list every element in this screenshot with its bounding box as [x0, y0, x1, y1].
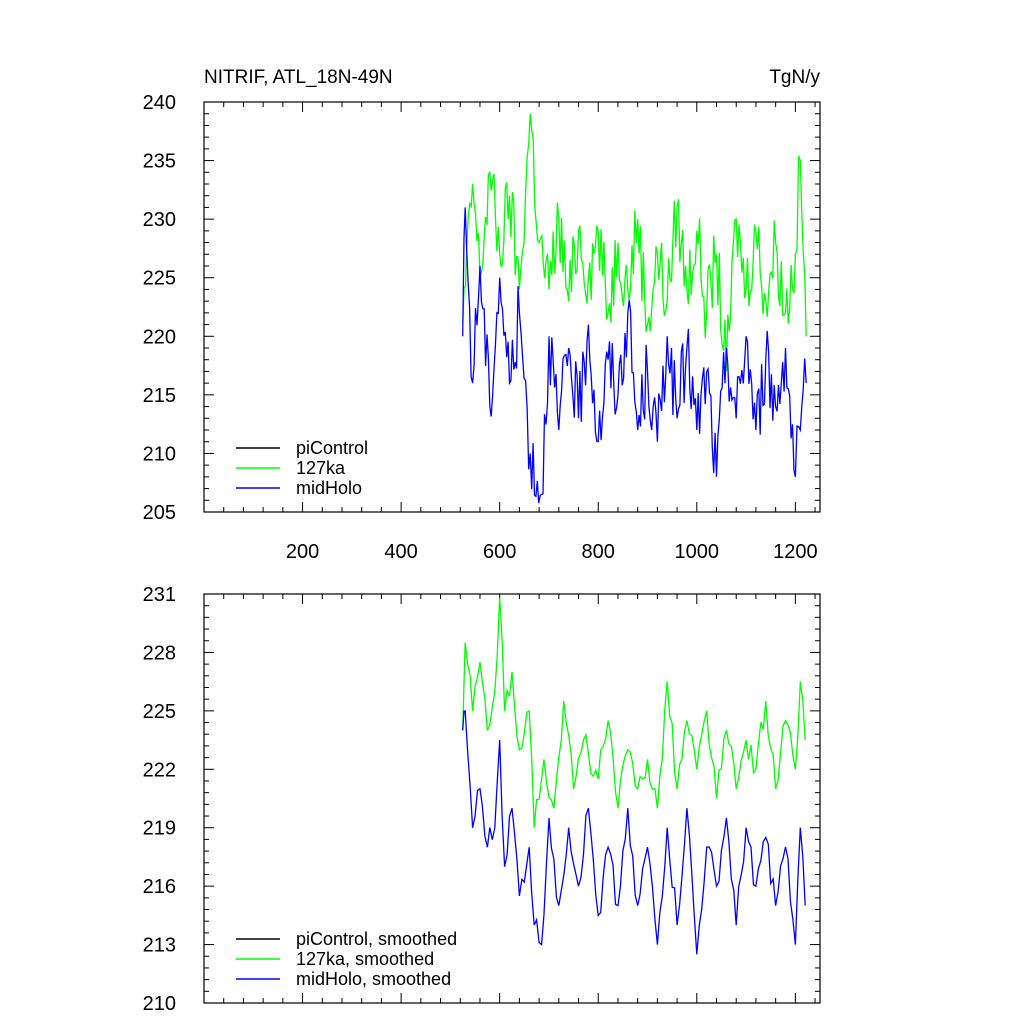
- chart-title: NITRIF, ATL_18N-49N: [204, 67, 393, 88]
- y-tick-label: 240: [143, 92, 176, 114]
- y-tick-label: 210: [143, 993, 176, 1015]
- x-tick-label: 800: [582, 541, 615, 563]
- plot-frame: [203, 101, 821, 513]
- y-tick-label: 213: [143, 935, 176, 957]
- y-tick-label: 235: [143, 151, 176, 173]
- y-tick-label: 215: [143, 385, 176, 407]
- legend-label: midHolo: [296, 478, 362, 498]
- x-tick-label: 1000: [675, 541, 720, 563]
- legend-label: 127ka: [296, 458, 346, 478]
- y-tick-label: 230: [143, 209, 176, 231]
- series-line-127ka-smoothed: [462, 597, 806, 828]
- x-tick-label: 600: [483, 541, 516, 563]
- x-tick-label: 200: [286, 541, 319, 563]
- y-tick-label: 220: [143, 326, 176, 348]
- legend-label: piControl: [296, 438, 368, 458]
- y-tick-label: 210: [143, 443, 176, 465]
- y-tick-label: 225: [143, 701, 176, 723]
- units-label: TgN/y: [769, 67, 820, 88]
- y-tick-label: 219: [143, 818, 176, 840]
- series-line-midholo-smoothed: [462, 710, 806, 955]
- y-tick-label: 205: [143, 502, 176, 524]
- y-tick-label: 225: [143, 268, 176, 290]
- y-tick-label: 228: [143, 642, 176, 664]
- series-line-127ka: [462, 113, 807, 372]
- legend-label: piControl, smoothed: [296, 929, 457, 949]
- y-tick-label: 222: [143, 759, 176, 781]
- top-panel: 200 400 600 800 1000 1200 205 210 215 220 225 230 23…: [143, 92, 821, 563]
- y-tick-label: 231: [143, 584, 176, 606]
- series-line-midholo: [462, 207, 807, 504]
- bottom-panel: 210 213 216 219 222 225 228 231 piControl, smoot…: [143, 584, 821, 1015]
- y-tick-label: 216: [143, 876, 176, 898]
- x-tick-label: 1200: [773, 541, 818, 563]
- legend-label: midHolo, smoothed: [296, 969, 451, 989]
- plot-frame: [203, 593, 821, 1004]
- legend-label: 127ka, smoothed: [296, 949, 434, 969]
- x-tick-label: 400: [384, 541, 417, 563]
